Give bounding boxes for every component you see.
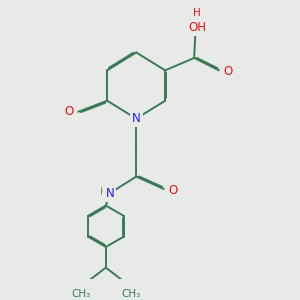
Text: CH₃: CH₃ [121, 289, 140, 299]
Text: OH: OH [188, 21, 206, 34]
Text: O: O [223, 65, 232, 78]
Text: H: H [193, 8, 201, 18]
Text: O: O [64, 105, 73, 118]
Text: N: N [132, 112, 141, 125]
Text: CH₃: CH₃ [71, 289, 91, 299]
Text: H: H [100, 187, 108, 197]
Text: N: N [106, 187, 114, 200]
Text: O: O [168, 184, 177, 197]
